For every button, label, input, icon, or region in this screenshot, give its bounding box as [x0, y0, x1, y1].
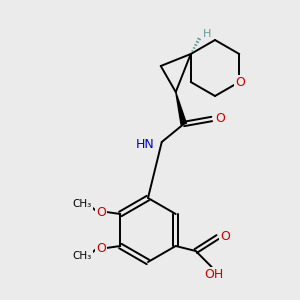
Text: OH: OH: [204, 268, 223, 281]
Text: O: O: [96, 206, 106, 218]
Text: O: O: [235, 76, 245, 88]
Text: O: O: [96, 242, 106, 254]
Text: HN: HN: [136, 137, 155, 151]
Text: CH₃: CH₃: [73, 199, 92, 209]
Text: H: H: [202, 29, 211, 39]
Text: CH₃: CH₃: [73, 251, 92, 261]
Text: O: O: [220, 230, 230, 242]
Polygon shape: [176, 92, 186, 125]
Text: O: O: [215, 112, 225, 125]
